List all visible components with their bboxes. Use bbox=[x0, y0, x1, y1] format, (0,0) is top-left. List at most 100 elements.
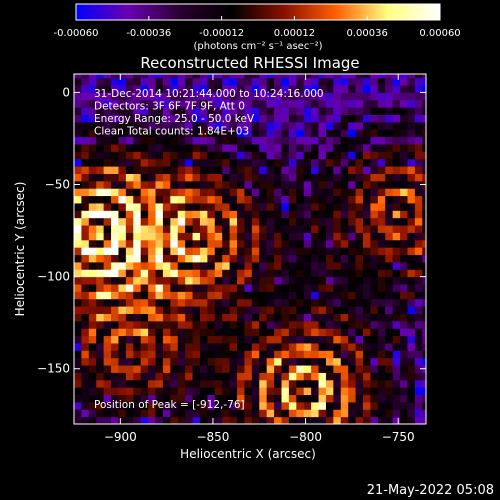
heatmap-cell bbox=[422, 173, 426, 182]
heatmap-cell bbox=[296, 210, 305, 219]
heatmap-cell bbox=[140, 195, 149, 204]
heatmap-cell bbox=[355, 202, 364, 211]
heatmap-cell bbox=[214, 188, 223, 197]
heatmap-cell bbox=[177, 151, 186, 160]
heatmap-cell bbox=[125, 335, 134, 344]
heatmap-cell bbox=[377, 144, 386, 152]
heatmap-cell bbox=[125, 144, 134, 152]
heatmap-cell bbox=[333, 284, 342, 292]
heatmap-cell bbox=[96, 328, 105, 337]
heatmap-cell bbox=[355, 350, 364, 359]
heatmap-cell bbox=[318, 342, 327, 351]
heatmap-cell bbox=[111, 328, 119, 337]
heatmap-cell bbox=[274, 372, 282, 381]
heatmap-cell bbox=[348, 239, 357, 248]
heatmap-cell bbox=[392, 276, 401, 285]
heatmap-cell bbox=[185, 291, 194, 300]
heatmap-cell bbox=[422, 121, 426, 130]
heatmap-cell bbox=[222, 151, 231, 160]
heatmap-cell bbox=[199, 85, 208, 93]
heatmap-cell bbox=[244, 379, 253, 388]
heatmap-cell bbox=[392, 409, 401, 418]
heatmap-cell bbox=[325, 350, 334, 359]
heatmap-cell bbox=[303, 409, 312, 418]
heatmap-cell bbox=[214, 202, 223, 211]
heatmap-cell bbox=[237, 298, 245, 307]
colorbar-tick-label: -0.00060 bbox=[54, 28, 99, 39]
heatmap-cell bbox=[125, 320, 134, 329]
heatmap-cell bbox=[125, 158, 134, 167]
heatmap-cell bbox=[392, 210, 401, 219]
heatmap-cell bbox=[148, 202, 157, 211]
heatmap-cell bbox=[303, 328, 312, 337]
heatmap-cell bbox=[229, 269, 238, 278]
heatmap-cell bbox=[325, 144, 334, 152]
heatmap-cell bbox=[207, 372, 216, 381]
heatmap-cell bbox=[96, 114, 105, 123]
heatmap-cell bbox=[140, 416, 149, 424]
heatmap-cell bbox=[125, 195, 134, 204]
heatmap-cell bbox=[311, 416, 320, 424]
heatmap-cell bbox=[244, 107, 253, 116]
heatmap-cell bbox=[303, 195, 312, 204]
heatmap-cell bbox=[125, 284, 134, 292]
heatmap-cell bbox=[185, 144, 194, 152]
heatmap-cell bbox=[303, 158, 312, 167]
heatmap-cell bbox=[155, 416, 164, 424]
heatmap-cell bbox=[140, 173, 149, 182]
heatmap-cell bbox=[355, 239, 364, 248]
heatmap-cell bbox=[288, 342, 297, 351]
heatmap-cell bbox=[140, 217, 149, 226]
heatmap-cell bbox=[207, 276, 216, 285]
heatmap-cell bbox=[207, 247, 216, 256]
heatmap-cell bbox=[385, 357, 394, 366]
heatmap-cell bbox=[96, 173, 105, 182]
heatmap-cell bbox=[207, 225, 216, 233]
heatmap-cell bbox=[229, 306, 238, 314]
heatmap-cell bbox=[251, 254, 260, 263]
heatmap-cell bbox=[148, 416, 157, 424]
heatmap-cell bbox=[207, 92, 216, 101]
heatmap-cell bbox=[340, 328, 349, 337]
heatmap-cell bbox=[318, 99, 327, 108]
heatmap-cell bbox=[251, 151, 260, 160]
heatmap-cell bbox=[311, 92, 320, 101]
heatmap-cell bbox=[296, 74, 305, 79]
heatmap-cell bbox=[185, 195, 194, 204]
heatmap-cell bbox=[133, 276, 142, 285]
heatmap-cell bbox=[414, 217, 423, 226]
heatmap-cell bbox=[207, 409, 216, 418]
heatmap-cell bbox=[125, 416, 134, 424]
heatmap-cell bbox=[288, 92, 297, 101]
heatmap-cell bbox=[392, 365, 401, 373]
heatmap-cell bbox=[170, 129, 179, 138]
heatmap-cell bbox=[125, 342, 134, 351]
heatmap-cell bbox=[74, 247, 82, 256]
heatmap-cell bbox=[355, 409, 364, 418]
heatmap-cell bbox=[111, 85, 119, 93]
heatmap-cell bbox=[325, 335, 334, 344]
heatmap-cell bbox=[325, 365, 334, 373]
heatmap-cell bbox=[274, 291, 282, 300]
heatmap-cell bbox=[377, 151, 386, 160]
heatmap-cell bbox=[363, 85, 371, 93]
heatmap-cell bbox=[422, 372, 426, 381]
heatmap-cell bbox=[400, 284, 408, 292]
heatmap-cell bbox=[311, 276, 320, 285]
heatmap-cell bbox=[296, 99, 305, 108]
heatmap-cell bbox=[192, 77, 201, 86]
heatmap-cell bbox=[192, 409, 201, 418]
heatmap-cell bbox=[199, 261, 208, 270]
heatmap-cell bbox=[140, 306, 149, 314]
heatmap-cell bbox=[400, 173, 408, 182]
heatmap-cell bbox=[385, 350, 394, 359]
heatmap-cell bbox=[259, 85, 268, 93]
heatmap-cell bbox=[340, 394, 349, 403]
heatmap-cell bbox=[325, 99, 334, 108]
heatmap-cell bbox=[288, 313, 297, 322]
heatmap-cell bbox=[318, 85, 327, 93]
heatmap-cell bbox=[118, 247, 127, 256]
heatmap-cell bbox=[155, 328, 164, 337]
heatmap-cell bbox=[118, 144, 127, 152]
heatmap-cell bbox=[363, 158, 371, 167]
